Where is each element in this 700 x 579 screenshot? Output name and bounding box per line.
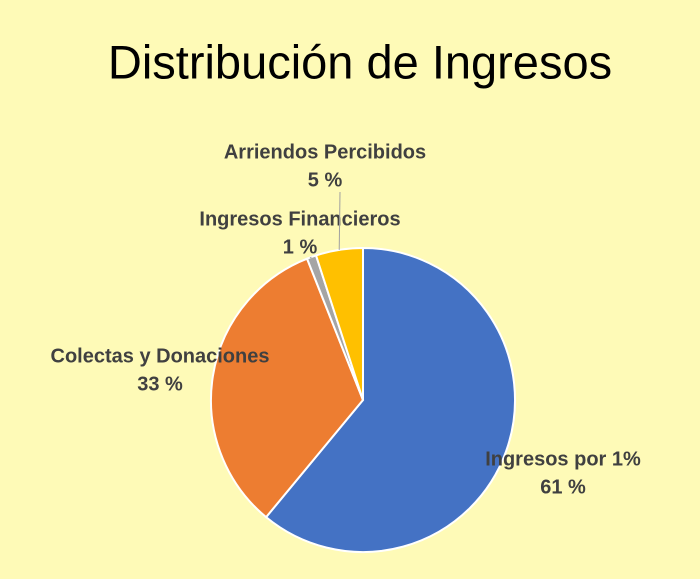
leader-line [309,256,312,259]
value-label: 61 % [540,476,586,498]
pie-slice [314,246,364,401]
slice-label: Ingresos por 1% [485,448,641,470]
slice-label: Arriendos Percibidos [224,141,426,163]
pie-slice [264,246,516,553]
chart-title: Distribución de Ingresos [108,35,612,88]
leader-line [338,191,341,250]
slice-label: Colectas y Donaciones [51,345,270,367]
pie-slice [210,257,365,519]
value-label: 33 % [137,373,183,395]
value-label: 5 % [308,169,343,191]
value-label: 1 % [283,236,318,258]
slice-label: Ingresos Financieros [199,208,400,230]
